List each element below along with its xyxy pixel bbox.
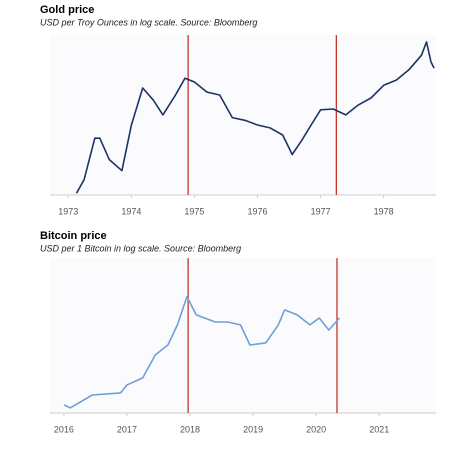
- x-tick-label: 1978: [374, 206, 394, 216]
- x-tick-label: 1973: [58, 206, 78, 216]
- x-tick-label: 2018: [180, 424, 200, 434]
- chart-subtitle: USD per 1 Bitcoin in log scale. Source: …: [40, 243, 241, 253]
- x-tick-label: 2020: [306, 424, 326, 434]
- line: [75, 41, 435, 194]
- x-tick-label: 1976: [247, 206, 267, 216]
- x-tick-label: 2021: [369, 424, 389, 434]
- x-tick-label: 1977: [311, 206, 331, 216]
- chart-title: Bitcoin price: [40, 230, 107, 242]
- x-tick-label: 1974: [121, 206, 141, 216]
- line: [63, 296, 341, 409]
- chart-subtitle: USD per Troy Ounces in log scale. Source…: [40, 17, 257, 27]
- plot-area: [50, 35, 436, 195]
- chart-title: Gold price: [40, 4, 94, 16]
- plot-area: [50, 258, 436, 413]
- x-tick-label: 2019: [243, 424, 263, 434]
- x-tick-label: 2017: [117, 424, 137, 434]
- x-tick-label: 1975: [184, 206, 204, 216]
- x-tick-label: 2016: [54, 424, 74, 434]
